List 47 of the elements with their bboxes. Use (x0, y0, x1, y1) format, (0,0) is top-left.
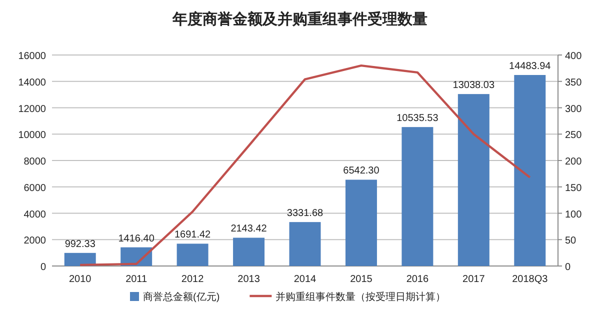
x-tick-label: 2018Q3 (512, 274, 548, 285)
x-tick-label: 2017 (462, 274, 486, 285)
y2-tick-label: 100 (565, 209, 582, 220)
y-tick-label: 10000 (18, 130, 46, 142)
bar (176, 244, 208, 266)
bar (458, 94, 490, 266)
y-tick-label: 8000 (24, 156, 46, 168)
y-tick-label: 6000 (24, 182, 46, 194)
data-label: 13038.03 (452, 80, 495, 92)
x-tick-label: 2016 (406, 274, 430, 285)
data-label: 2143.42 (230, 224, 268, 235)
data-label: 3331.68 (286, 208, 324, 220)
y2-tick-label: 250 (565, 130, 582, 142)
x-tick-label: 2013 (238, 274, 260, 285)
y2-tick-label: 0 (565, 262, 571, 273)
y-tick-label: 12000 (18, 104, 46, 115)
data-label: 992.33 (64, 238, 96, 250)
data-label: 1416.40 (118, 233, 155, 244)
y-tick-label: 16000 (18, 51, 46, 62)
bar (64, 252, 96, 266)
x-tick-label: 2014 (294, 274, 317, 285)
x-tick-label: 2015 (350, 274, 373, 285)
data-label: 10535.53 (396, 113, 439, 124)
y-tick-label: 4000 (24, 209, 46, 220)
bar (233, 238, 265, 266)
chart-title: 年度商誉金额及并购重组事件受理数量 (172, 10, 428, 28)
y-tick-label: 0 (40, 262, 46, 273)
bar (402, 127, 434, 266)
data-label: 6542.30 (343, 166, 380, 177)
y2-tick-label: 50 (565, 236, 577, 247)
bar (345, 180, 377, 266)
bar (289, 222, 321, 266)
legend-label: 并购重组事件数量（按受理日期计算） (276, 291, 446, 303)
y2-tick-label: 300 (565, 104, 582, 115)
x-tick-label: 2010 (68, 274, 92, 285)
y2-tick-label: 150 (565, 182, 582, 194)
data-label: 14483.94 (509, 60, 552, 72)
legend-label: 商誉总金额(亿元) (143, 291, 220, 303)
bar (514, 74, 546, 266)
y-tick-label: 2000 (24, 236, 46, 247)
y2-tick-label: 200 (565, 156, 582, 168)
data-label: 1691.42 (174, 230, 212, 241)
y2-tick-label: 400 (565, 51, 582, 62)
y2-tick-label: 350 (565, 77, 582, 88)
y-tick-label: 14000 (18, 77, 46, 88)
x-tick-label: 2012 (181, 274, 204, 285)
x-tick-label: 2011 (126, 274, 148, 285)
